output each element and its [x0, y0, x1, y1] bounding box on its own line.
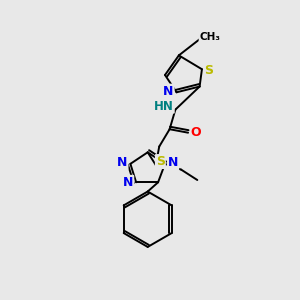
Text: S: S: [156, 155, 165, 168]
Text: HN: HN: [154, 100, 174, 113]
Text: CH₃: CH₃: [200, 32, 220, 42]
Text: O: O: [191, 126, 202, 139]
Text: N: N: [163, 85, 174, 98]
Text: N: N: [168, 156, 178, 169]
Text: S: S: [204, 64, 213, 77]
Text: N: N: [117, 156, 128, 169]
Text: N: N: [123, 176, 133, 189]
